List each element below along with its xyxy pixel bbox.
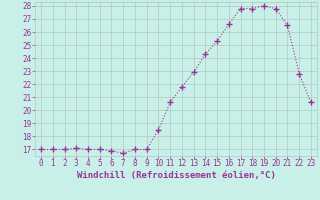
X-axis label: Windchill (Refroidissement éolien,°C): Windchill (Refroidissement éolien,°C) bbox=[76, 171, 276, 180]
